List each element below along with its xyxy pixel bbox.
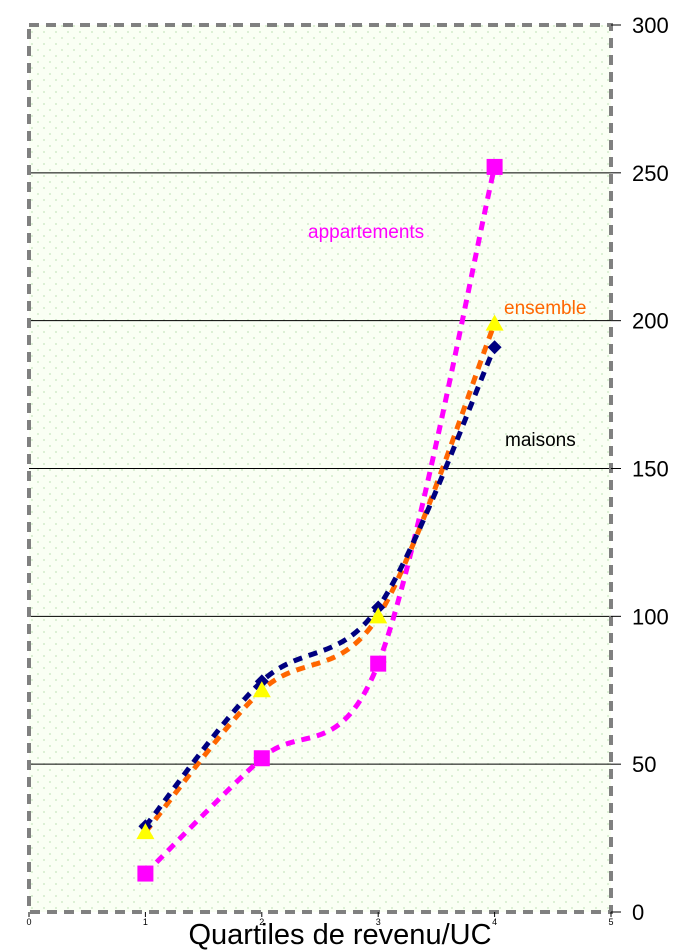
- data-point-ensemble: [136, 823, 155, 840]
- series-line-appartements: [143, 166, 498, 876]
- data-point-ensemble: [369, 607, 388, 624]
- series-label-ensemble: ensemble: [504, 298, 586, 319]
- data-point-ensemble: [485, 314, 504, 331]
- series-group: [136, 158, 504, 882]
- data-point-appartements: [253, 750, 270, 767]
- data-point-maisons: [487, 340, 502, 355]
- x-tick-label: 1: [143, 917, 148, 927]
- y-tick-label: 0: [632, 900, 644, 925]
- x-axis: 0 1 2 3 4 5: [26, 912, 614, 927]
- series-labels: maisons ensemble appartements: [308, 222, 586, 451]
- x-tick-label: 5: [608, 917, 613, 927]
- y-tick-label: 200: [632, 309, 669, 334]
- y-axis: 0 50 100 150 200 250 300: [611, 13, 669, 925]
- x-axis-label: Quartiles de revenu/UC: [188, 919, 491, 951]
- x-tick-label: 3: [376, 917, 381, 927]
- series-label-appartements: appartements: [308, 222, 424, 243]
- gridlines: [29, 172, 611, 765]
- y-tick-label: 100: [632, 604, 669, 629]
- y-tick-label: 50: [632, 752, 656, 777]
- series-line-ensemble: [143, 322, 497, 834]
- series-label-maisons: maisons: [505, 430, 576, 451]
- series-line-maisons: [143, 346, 497, 828]
- x-tick-label: 2: [259, 917, 264, 927]
- x-tick-label: 0: [26, 917, 31, 927]
- y-tick-label: 250: [632, 161, 669, 186]
- data-point-ensemble: [252, 681, 271, 698]
- data-point-appartements: [370, 655, 387, 672]
- data-point-appartements: [486, 158, 503, 175]
- x-tick-label: 4: [492, 917, 497, 927]
- data-point-appartements: [137, 865, 154, 882]
- y-tick-label: 150: [632, 457, 669, 482]
- y-tick-label: 300: [632, 13, 669, 38]
